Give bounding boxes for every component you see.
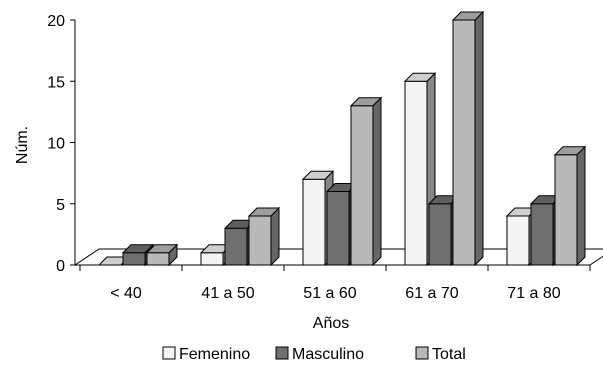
legend-label: Femenino bbox=[179, 346, 250, 363]
bar bbox=[553, 145, 587, 267]
bar-side bbox=[372, 96, 382, 267]
legend-item: Total bbox=[415, 346, 466, 363]
bar-front bbox=[428, 203, 452, 266]
legend-swatch bbox=[275, 346, 289, 360]
y-tick-label: 5 bbox=[56, 197, 65, 214]
bar-side bbox=[270, 206, 280, 267]
x-tick-label: 61 a 70 bbox=[405, 285, 458, 302]
y-tick-label: 0 bbox=[56, 258, 65, 275]
bar-top bbox=[451, 11, 485, 21]
bar-front bbox=[326, 191, 350, 266]
bar bbox=[145, 243, 179, 267]
legend: Femenino Masculino Total bbox=[162, 346, 466, 363]
chart-labels: 0 5 10 15 20 < 40 41 a 50 51 a 60 61 a 70 71 a 80 bbox=[47, 13, 561, 302]
bar-side bbox=[474, 10, 484, 267]
bar-front bbox=[122, 252, 146, 266]
y-tick-label: 10 bbox=[47, 136, 65, 153]
bar-side bbox=[576, 145, 586, 267]
x-tick-label: 71 a 80 bbox=[507, 285, 560, 302]
bar-top bbox=[553, 146, 587, 156]
bar bbox=[451, 10, 485, 267]
legend-label: Total bbox=[432, 346, 466, 363]
bar-front bbox=[404, 80, 428, 266]
legend-label: Masculino bbox=[292, 346, 364, 363]
legend-swatch bbox=[162, 346, 176, 360]
legend-swatch bbox=[415, 346, 429, 360]
chart-bars bbox=[97, 10, 587, 267]
bar-top bbox=[301, 170, 335, 180]
bar-front bbox=[302, 178, 326, 266]
x-tick-label: 41 a 50 bbox=[201, 285, 254, 302]
bar-top bbox=[145, 244, 179, 254]
bar-front bbox=[530, 203, 554, 266]
bar-front bbox=[248, 215, 272, 266]
bar-front bbox=[350, 105, 374, 266]
y-axis-label: Núm. bbox=[14, 126, 31, 164]
bar bbox=[247, 206, 281, 267]
legend-item: Femenino bbox=[162, 346, 250, 363]
legend-item: Masculino bbox=[275, 346, 364, 363]
bar-front bbox=[506, 215, 530, 266]
bar-top bbox=[121, 244, 155, 254]
y-tick-label: 15 bbox=[47, 74, 65, 91]
bar-top bbox=[403, 72, 437, 82]
bar-front bbox=[146, 252, 170, 266]
x-tick-label: 51 a 60 bbox=[303, 285, 356, 302]
y-tick-label: 20 bbox=[47, 13, 65, 30]
chart-axes bbox=[70, 19, 591, 271]
bar-front bbox=[200, 252, 224, 266]
bar-top bbox=[247, 207, 281, 217]
bar-front bbox=[452, 19, 476, 266]
bar-front bbox=[224, 227, 248, 266]
bar bbox=[349, 96, 383, 267]
x-tick-label: < 40 bbox=[110, 285, 142, 302]
x-axis-label: Años bbox=[313, 315, 349, 332]
bar-top bbox=[349, 97, 383, 107]
bar-front bbox=[554, 154, 578, 266]
